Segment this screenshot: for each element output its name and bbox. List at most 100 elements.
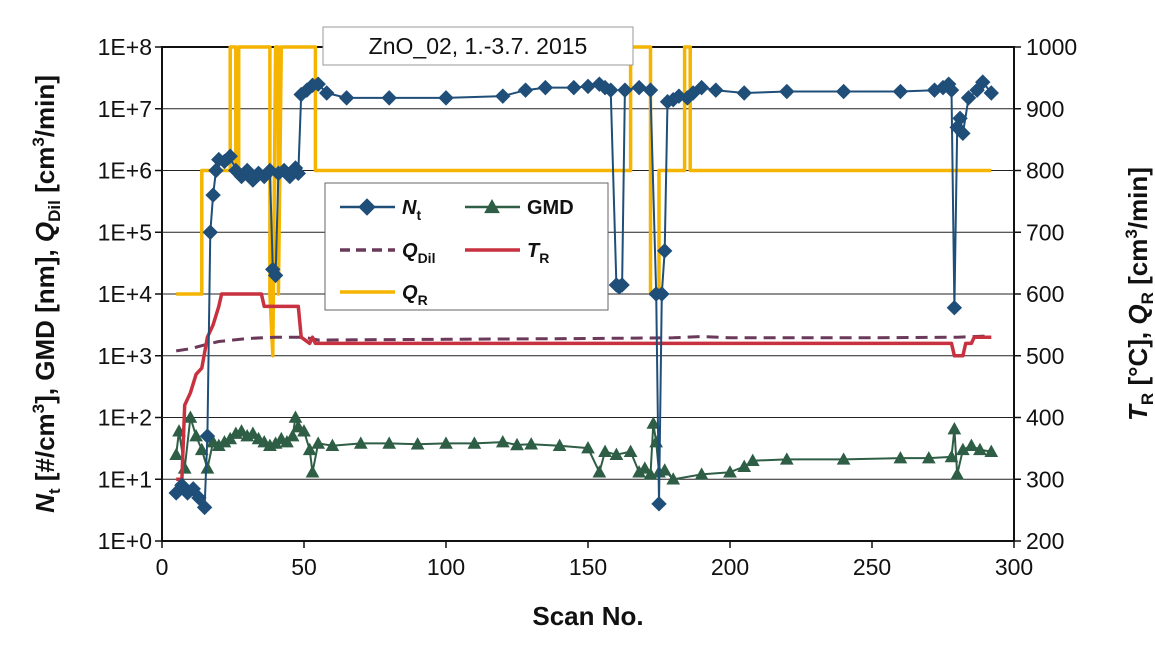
data-point-diamond (199, 428, 216, 444)
data-point-triangle (280, 435, 294, 448)
data-point-triangle (947, 422, 962, 435)
data-point-triangle (305, 465, 320, 478)
data-point-diamond (654, 286, 670, 302)
legend-label: TR (527, 240, 549, 266)
series-n-t (168, 74, 999, 516)
data-point-triangle (189, 429, 203, 442)
data-point-diamond (222, 148, 238, 164)
data-point-diamond (537, 79, 554, 96)
data-point-triangle (745, 453, 760, 466)
data-point-diamond (943, 82, 960, 98)
tick-layer: 1E+01E+11E+21E+31E+41E+51E+61E+71E+82003… (98, 34, 1078, 580)
x-tick-label: 50 (291, 554, 317, 580)
data-point-triangle (893, 451, 908, 464)
data-point-triangle (353, 436, 368, 449)
y-left-tick-label: 1E+8 (98, 34, 152, 60)
series-line (176, 45, 992, 358)
y-axis-left-title: Nt​ [#/cm3​], GMD [nm], QDil​ [cm3​/min] (29, 75, 64, 513)
y-axis-right-title: TR​ [°C], QR​ [cm3​/min] (1122, 167, 1155, 421)
data-point-triangle (382, 436, 397, 449)
y-right-tick-label: 900 (1026, 96, 1064, 122)
data-point-triangle (737, 459, 752, 472)
data-point-triangle (836, 452, 851, 465)
data-point-diamond (381, 90, 397, 106)
data-point-triangle (646, 416, 661, 429)
legend-label: Nt (402, 197, 421, 223)
y-left-tick-label: 1E+2 (98, 405, 152, 431)
data-point-diamond (617, 82, 633, 98)
x-tick-label: 150 (569, 554, 607, 580)
data-point-diamond (319, 85, 335, 101)
series-line (175, 81, 993, 509)
data-point-diamond (631, 79, 647, 96)
data-point-diamond (955, 125, 971, 142)
data-point-diamond (566, 79, 582, 96)
chart-title: ZnO_02, 1.-3.7. 2015 (369, 33, 588, 59)
data-point-triangle (950, 467, 965, 480)
data-point-triangle (410, 437, 425, 450)
legend-item-t-r: TR (465, 240, 549, 266)
legend-label: GMD (527, 197, 574, 219)
y-right-tick-label: 800 (1026, 158, 1064, 184)
data-point-triangle (779, 452, 794, 465)
data-point-diamond (191, 490, 207, 506)
data-point-triangle (439, 436, 453, 449)
data-point-triangle (246, 426, 260, 439)
data-point-triangle (524, 437, 539, 450)
legend-item-q-r: QR (340, 282, 428, 308)
data-point-diamond (708, 82, 724, 98)
data-point-diamond (239, 162, 255, 179)
legend-label: QR (402, 282, 428, 308)
data-point-triangle (285, 429, 300, 442)
data-point-triangle (723, 465, 737, 478)
data-point-triangle (581, 441, 595, 454)
data-point-triangle (666, 472, 681, 485)
data-point-diamond (892, 83, 909, 100)
data-point-triangle (510, 437, 524, 451)
data-point-triangle (169, 447, 184, 460)
legend-label: QDil (402, 240, 435, 266)
series-line (176, 292, 992, 482)
data-point-diamond (495, 88, 511, 104)
series-q-dil (175, 334, 992, 353)
data-point-diamond (651, 496, 667, 512)
data-point-diamond (779, 83, 795, 100)
data-point-diamond (338, 90, 355, 106)
data-point-triangle (552, 438, 567, 451)
legend-item-gmd: GMD (465, 197, 574, 219)
data-point-diamond (736, 85, 752, 101)
data-point-triangle (623, 444, 638, 457)
y-right-tick-label: 300 (1026, 466, 1064, 492)
x-tick-label: 300 (995, 554, 1033, 580)
y-left-tick-label: 1E+4 (98, 281, 153, 307)
y-right-tick-label: 200 (1026, 528, 1064, 554)
data-point-diamond (642, 82, 659, 98)
y-left-tick-label: 1E+5 (98, 219, 152, 245)
data-point-triangle (973, 442, 987, 456)
y-right-tick-label: 700 (1026, 219, 1064, 245)
y-left-tick-label: 1E+1 (98, 466, 152, 492)
data-point-triangle (609, 447, 624, 460)
data-point-triangle (288, 410, 303, 423)
y-right-tick-label: 1000 (1026, 34, 1077, 60)
data-point-triangle (200, 461, 215, 474)
data-point-diamond (960, 90, 977, 106)
data-point-diamond (208, 162, 224, 179)
data-point-triangle (495, 435, 510, 448)
series-line (175, 334, 992, 353)
data-point-diamond (952, 110, 968, 127)
x-tick-label: 250 (853, 554, 891, 580)
data-point-triangle (592, 465, 607, 478)
data-point-diamond (656, 243, 673, 259)
data-point-triangle (598, 444, 612, 457)
series-layer (168, 45, 999, 516)
legend: Nt GMD QDil TR QR (324, 182, 609, 311)
data-point-diamond (310, 76, 326, 92)
y-left-tick-label: 1E+3 (98, 343, 152, 369)
y-left-tick-label: 1E+7 (98, 96, 152, 122)
data-point-triangle (964, 438, 979, 451)
data-point-diamond (614, 277, 630, 293)
data-point-diamond (196, 499, 213, 516)
